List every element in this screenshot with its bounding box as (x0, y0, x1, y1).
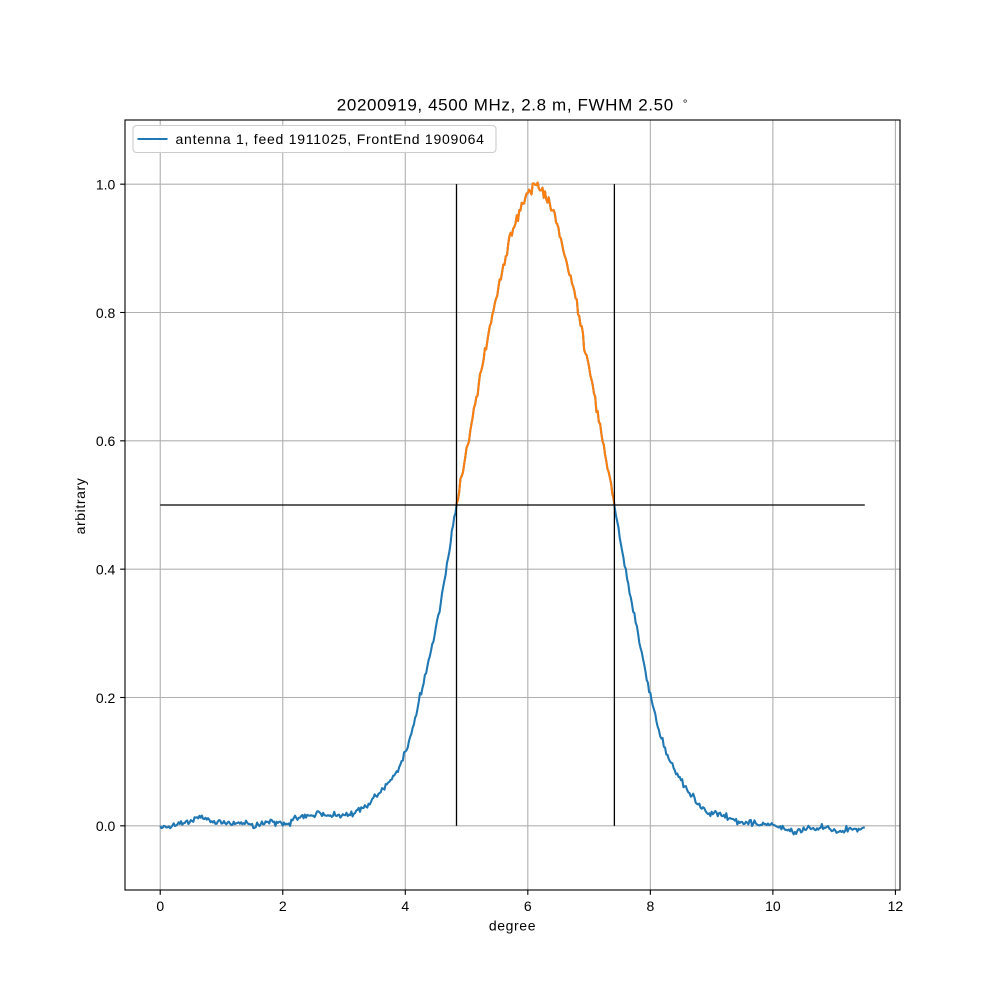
svg-text:degree: degree (489, 918, 536, 934)
svg-text:0.6: 0.6 (96, 433, 116, 449)
svg-text:arbitrary: arbitrary (72, 478, 88, 535)
svg-text:1.0: 1.0 (96, 177, 116, 193)
svg-text:0.0: 0.0 (96, 818, 116, 834)
svg-text:0.4: 0.4 (96, 562, 116, 578)
svg-text:4: 4 (401, 898, 409, 914)
svg-text:antenna 1, feed 1911025, Front: antenna 1, feed 1911025, FrontEnd 190906… (176, 131, 485, 147)
svg-text:0.8: 0.8 (96, 305, 116, 321)
svg-text:0: 0 (156, 898, 164, 914)
svg-text:6: 6 (524, 898, 532, 914)
svg-text:8: 8 (646, 898, 654, 914)
svg-text:20200919, 4500 MHz, 2.8 m, FWH: 20200919, 4500 MHz, 2.8 m, FWHM 2.50 ° (337, 96, 688, 115)
svg-text:12: 12 (888, 898, 904, 914)
svg-text:0.2: 0.2 (96, 690, 116, 706)
svg-text:2: 2 (279, 898, 287, 914)
svg-text:10: 10 (765, 898, 781, 914)
